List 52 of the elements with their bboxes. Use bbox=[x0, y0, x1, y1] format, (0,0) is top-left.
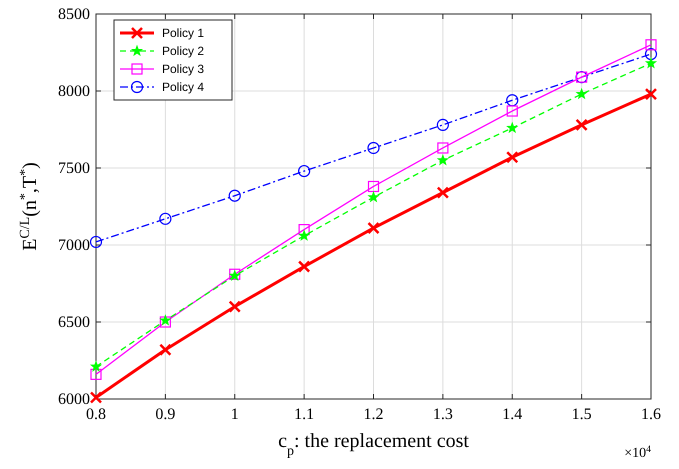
x-tick-label: 1 bbox=[230, 406, 239, 423]
point bbox=[575, 118, 588, 132]
point bbox=[506, 94, 518, 106]
y-tick-label: 8000 bbox=[58, 83, 90, 100]
point bbox=[298, 230, 310, 241]
legend-label: Policy 3 bbox=[162, 62, 204, 76]
x-tick-label: 1.1 bbox=[294, 406, 314, 423]
point bbox=[645, 39, 657, 50]
point bbox=[159, 212, 172, 225]
y-tick-label: 7000 bbox=[58, 237, 90, 254]
point bbox=[367, 222, 380, 234]
point bbox=[367, 142, 380, 154]
point bbox=[298, 164, 310, 178]
point bbox=[644, 48, 658, 60]
point bbox=[298, 224, 310, 236]
point bbox=[228, 300, 241, 313]
point bbox=[160, 314, 171, 326]
x-tick-label: 0.9 bbox=[155, 406, 176, 423]
x-tick-label: 1.5 bbox=[572, 406, 592, 423]
point bbox=[437, 154, 448, 166]
point bbox=[506, 150, 518, 164]
point bbox=[576, 88, 588, 99]
x-tick-label: 0.8 bbox=[86, 406, 106, 423]
point bbox=[645, 57, 657, 68]
legend-label: Policy 4 bbox=[162, 80, 204, 94]
legend-label: Policy 2 bbox=[162, 44, 204, 58]
x-tick-label: 1.6 bbox=[641, 406, 661, 423]
point bbox=[436, 186, 450, 199]
text: ×10$^{4}$ bbox=[624, 444, 652, 461]
point bbox=[159, 343, 172, 356]
point bbox=[90, 360, 102, 372]
y-tick-label: 7500 bbox=[58, 160, 90, 177]
y-tick-label: 6000 bbox=[58, 391, 90, 408]
point bbox=[90, 368, 102, 380]
point bbox=[228, 190, 241, 202]
x-tick-label: 1.3 bbox=[432, 406, 453, 423]
x-tick-label: 1.2 bbox=[364, 406, 384, 423]
point bbox=[368, 191, 380, 202]
legend-label: Policy 1 bbox=[162, 26, 204, 40]
point bbox=[506, 105, 518, 117]
x-tick-label: 1.4 bbox=[502, 406, 522, 423]
x-axis-title: c$_{p}$: the replacement cost bbox=[278, 430, 470, 458]
point bbox=[90, 236, 102, 248]
y-tick-label: 8500 bbox=[58, 6, 90, 23]
point bbox=[368, 180, 380, 192]
y-tick-label: 6500 bbox=[58, 314, 90, 331]
point bbox=[436, 118, 449, 131]
point bbox=[644, 88, 658, 100]
point bbox=[298, 260, 310, 273]
point bbox=[437, 142, 448, 154]
point bbox=[506, 122, 518, 133]
point bbox=[90, 391, 102, 404]
